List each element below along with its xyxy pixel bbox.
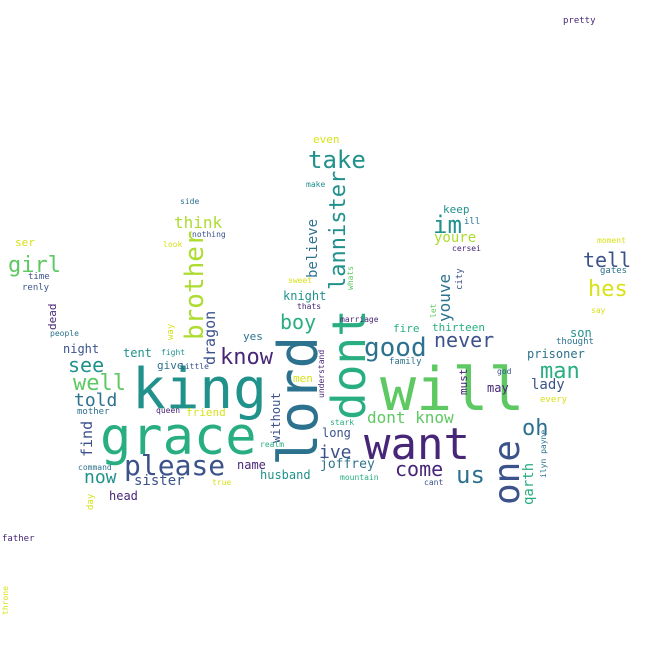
word: family	[389, 357, 422, 367]
word: must	[457, 368, 470, 396]
word: name	[237, 458, 266, 472]
word: whats	[346, 265, 355, 290]
word: dragon	[201, 310, 219, 365]
word: queen	[156, 406, 181, 415]
word: people	[50, 329, 79, 338]
word: thats	[297, 302, 322, 311]
word: tell	[583, 248, 632, 272]
word: want	[364, 419, 470, 470]
word: us	[456, 461, 485, 489]
word: true	[212, 478, 232, 487]
word: ive	[319, 442, 352, 463]
word: little	[180, 362, 209, 371]
word: king	[132, 357, 267, 422]
word: good	[364, 333, 427, 363]
word: will	[380, 355, 525, 425]
word: never	[434, 328, 495, 352]
word: every	[540, 395, 568, 405]
word: ilyn payne	[539, 429, 548, 478]
word: head	[109, 489, 138, 503]
word: tent	[123, 346, 152, 360]
word: look	[163, 240, 183, 249]
word: dont	[322, 309, 376, 420]
word: ill	[464, 217, 481, 227]
word: joffrey	[320, 457, 375, 472]
word: husband	[260, 468, 311, 482]
word: girl	[8, 253, 61, 278]
word: im	[433, 211, 462, 239]
word: mountain	[340, 473, 379, 482]
word: say	[591, 306, 606, 315]
word: stark	[330, 418, 355, 427]
word: think	[174, 213, 223, 232]
word: moment	[597, 236, 626, 245]
word: even	[313, 133, 340, 146]
word: way	[166, 323, 176, 340]
word: find	[78, 420, 96, 457]
word: men	[293, 372, 313, 385]
word: man	[540, 359, 580, 384]
word: day	[86, 493, 96, 510]
word: marriage	[340, 315, 379, 324]
word: youre	[434, 230, 477, 246]
word: know	[220, 345, 273, 370]
word: believe	[305, 218, 321, 278]
word: father	[2, 534, 35, 544]
word: cersei	[452, 244, 481, 253]
word: let	[429, 303, 438, 318]
word: boy	[280, 310, 317, 334]
word: dead	[46, 303, 59, 331]
word: make	[306, 180, 326, 189]
word: gates	[600, 266, 628, 276]
word: understand	[317, 349, 326, 398]
word: lady	[531, 377, 565, 393]
word: fire	[393, 322, 420, 335]
word: sister	[134, 473, 185, 489]
word: give	[157, 359, 184, 372]
word: now	[84, 467, 117, 488]
word: told	[74, 390, 118, 411]
word: mother	[77, 407, 110, 417]
word: friend	[186, 406, 226, 419]
word: thought	[556, 337, 594, 347]
word: realm	[260, 440, 285, 449]
word: come	[395, 457, 444, 481]
word: cant	[424, 478, 444, 487]
word: nothing	[192, 230, 226, 239]
word: night	[63, 342, 100, 356]
word: son	[570, 326, 592, 340]
word: hes	[588, 277, 628, 302]
word: oh	[522, 416, 549, 441]
word: qarth	[521, 462, 537, 505]
word: may	[487, 381, 509, 395]
word: knight	[283, 289, 327, 303]
word: ser	[15, 236, 35, 249]
word: please	[124, 449, 226, 482]
word: grace	[100, 407, 257, 467]
word: yes	[243, 330, 263, 343]
word: sweet	[288, 276, 313, 285]
word: without	[269, 392, 283, 443]
word: city	[455, 268, 465, 290]
word: prisoner	[527, 347, 585, 361]
word: see	[68, 353, 105, 377]
word: fight	[161, 348, 186, 357]
word: time	[28, 272, 50, 282]
word: take	[308, 146, 366, 174]
word: side	[180, 197, 200, 206]
word: renly	[22, 283, 50, 293]
word: god	[497, 367, 512, 376]
word: thirteen	[432, 321, 485, 334]
word: youve	[435, 273, 454, 322]
word: well	[73, 371, 126, 396]
word: dont know	[367, 408, 454, 427]
word: command	[78, 463, 112, 472]
word: long	[322, 426, 351, 440]
word: keep	[443, 203, 470, 216]
word: pretty	[563, 16, 596, 26]
word: throne	[1, 586, 10, 615]
